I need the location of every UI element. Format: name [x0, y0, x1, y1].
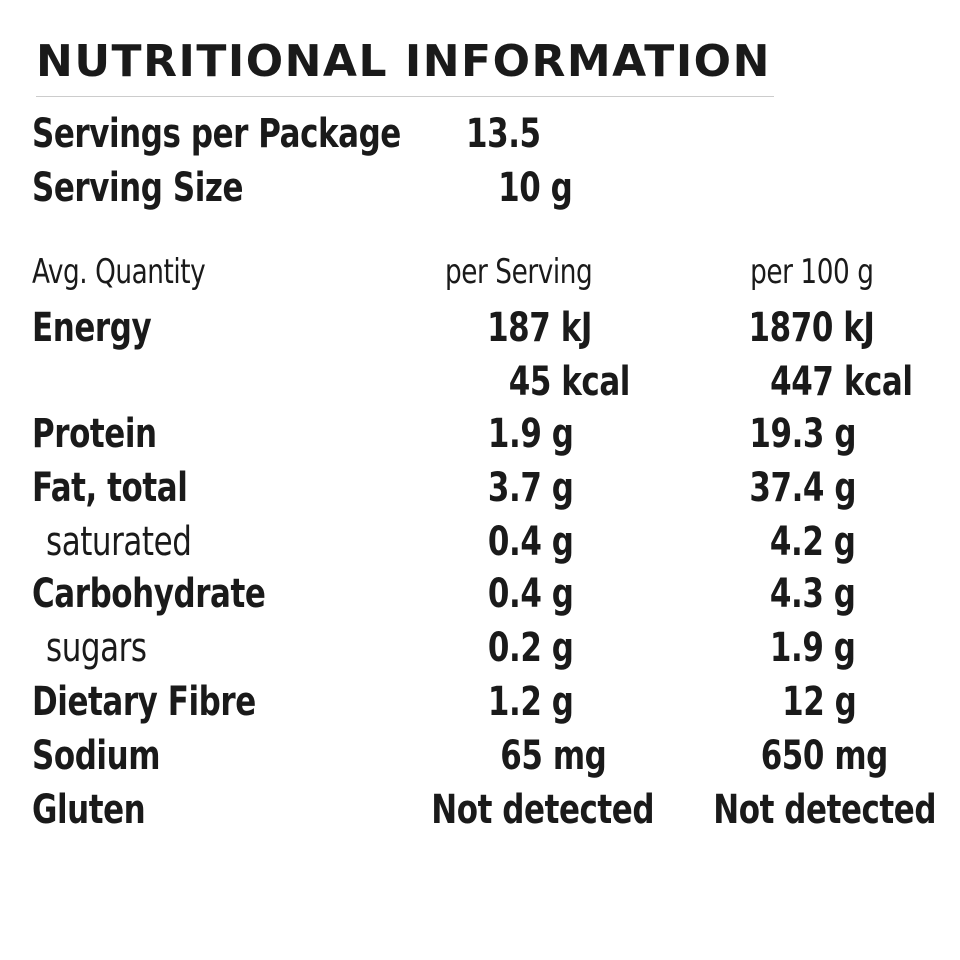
row-per-serving: 0.2 g [488, 625, 574, 671]
servings-per-package-row: Servings per Package 13.5 [0, 108, 960, 160]
row-per-100g: Not detected [713, 787, 936, 833]
table-row-carbohydrate: Carbohydrate 0.4 g 4.3 g [0, 568, 960, 620]
table-row-saturated: saturated 0.4 g 4.2 g [0, 516, 960, 568]
row-per-100g: 4.2 g [770, 519, 856, 565]
table-row-sugars: sugars 0.2 g 1.9 g [0, 622, 960, 674]
serving-size-value: 10 g [497, 165, 573, 211]
table-row-dietary-fibre: Dietary Fibre 1.2 g 12 g [0, 676, 960, 728]
row-label: Fat, total [32, 465, 188, 511]
row-per-serving: 187 kJ [487, 305, 592, 351]
serving-size-row: Serving Size 10 g [0, 162, 960, 214]
row-per-100g: 4.3 g [770, 571, 856, 617]
row-per-serving: 65 mg [499, 733, 607, 779]
row-per-100g: 650 mg [760, 733, 889, 779]
table-row-protein: Protein 1.9 g 19.3 g [0, 408, 960, 460]
row-per-100g: 447 kcal [769, 359, 913, 405]
row-label: Carbohydrate [32, 571, 266, 617]
table-row-energy-kj: Energy 187 kJ 1870 kJ [0, 302, 960, 354]
row-label: Gluten [32, 787, 146, 833]
row-per-serving: 45 kcal [508, 359, 631, 405]
header-avg-quantity: Avg. Quantity [32, 252, 206, 292]
row-per-serving: 1.9 g [488, 411, 574, 457]
table-row-sodium: Sodium 65 mg 650 mg [0, 730, 960, 782]
servings-per-package-label: Servings per Package [32, 111, 401, 157]
header-per-100g: per 100 g [750, 252, 875, 292]
panel-title: NUTRITIONAL INFORMATION [36, 36, 771, 87]
row-per-100g: 1870 kJ [748, 305, 874, 351]
row-label: saturated [46, 519, 192, 565]
row-per-serving: Not detected [431, 787, 654, 833]
table-row-energy-kcal: 45 kcal 447 kcal [0, 356, 960, 408]
table-row-gluten: Gluten Not detected Not detected [0, 784, 960, 836]
table-header-row: Avg. Quantity per Serving per 100 g [0, 246, 960, 298]
row-label: Sodium [32, 733, 161, 779]
row-label: Protein [32, 411, 157, 457]
row-label: Energy [32, 305, 152, 351]
table-row-fat-total: Fat, total 3.7 g 37.4 g [0, 462, 960, 514]
serving-size-label: Serving Size [32, 165, 244, 211]
row-per-100g: 37.4 g [749, 465, 856, 511]
row-per-100g: 19.3 g [749, 411, 856, 457]
row-per-100g: 1.9 g [770, 625, 856, 671]
servings-per-package-value: 13.5 [466, 111, 541, 157]
row-label: Dietary Fibre [32, 679, 256, 725]
header-per-serving: per Serving [444, 252, 593, 292]
row-per-100g: 12 g [781, 679, 857, 725]
row-per-serving: 0.4 g [488, 571, 574, 617]
row-label: sugars [46, 625, 147, 671]
row-per-serving: 1.2 g [488, 679, 574, 725]
row-per-serving: 3.7 g [488, 465, 574, 511]
row-per-serving: 0.4 g [488, 519, 574, 565]
title-divider [36, 96, 774, 97]
